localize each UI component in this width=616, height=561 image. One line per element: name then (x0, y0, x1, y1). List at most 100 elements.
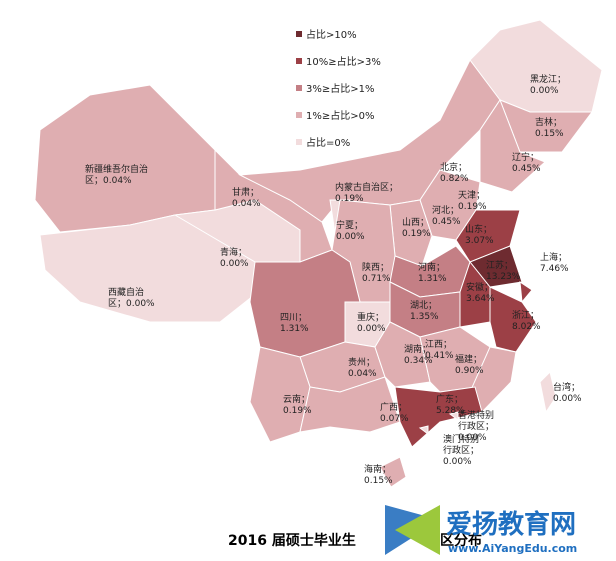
region-label: 0.00% (530, 86, 559, 96)
region-label: 广东； (436, 393, 463, 405)
region-label: 7.46% (540, 264, 569, 274)
region-label: 湖南； (404, 343, 431, 355)
region-label: 甘肃； (232, 186, 259, 198)
legend-swatch (296, 58, 302, 64)
region-label: 1.31% (280, 324, 309, 334)
region-label: 西藏自治 (108, 286, 144, 298)
region-label: 0.41% (425, 351, 454, 361)
region-label: 0.04% (232, 199, 261, 209)
region-label: 区；0.00% (108, 298, 155, 309)
region-label: 行政区； (443, 444, 479, 456)
province (455, 209, 521, 263)
region-label: 行政区； (458, 420, 494, 432)
region-label: 5.28% (436, 406, 465, 416)
region-label: 0.19% (335, 194, 364, 204)
region-label: 江西； (425, 339, 452, 350)
legend-swatch (296, 112, 302, 118)
watermark-url: www.AiYangEdu.com (448, 542, 577, 555)
region-label: 江苏； (486, 259, 513, 271)
region-label: 上海； (540, 251, 567, 263)
region-label: 广西； (380, 401, 407, 413)
region-label: 新疆维吾尔自治 (85, 163, 148, 175)
province (394, 386, 483, 448)
region-label: 0.04% (348, 369, 377, 379)
legend-label: 3%≥占比>1% (306, 82, 375, 95)
legend-swatch (296, 85, 302, 91)
region-label: 13.23% (486, 272, 521, 282)
region-label: 0.00% (443, 457, 472, 467)
region-label: 内蒙古自治区； (335, 181, 398, 193)
province (519, 280, 533, 304)
legend-label: 占比=0% (306, 136, 350, 149)
region-label: 0.15% (364, 476, 393, 486)
province (418, 425, 429, 435)
regions (34, 19, 603, 488)
region-label: 河南； (418, 261, 445, 273)
region-label: 0.15% (535, 129, 564, 139)
province (539, 371, 557, 414)
region-label: 四川； (280, 313, 307, 323)
region-label: 0.45% (512, 164, 541, 174)
region-label: 0.00% (220, 259, 249, 269)
province (448, 411, 459, 421)
region-label: 北京； (440, 161, 467, 173)
province (299, 376, 401, 433)
region-label: 吉林； (535, 116, 562, 128)
province (34, 84, 216, 233)
region-label: 0.19% (458, 202, 487, 212)
region-label: 湖北； (410, 300, 437, 311)
region-label: 0.00% (357, 324, 386, 334)
region-label: 0.19% (402, 229, 431, 239)
province (469, 346, 517, 413)
region-label: 1.31% (418, 274, 447, 284)
region-label: 海南； (364, 463, 391, 475)
province (249, 249, 361, 358)
region-label: 云南； (283, 393, 310, 405)
region-label: 澳门特别 (443, 433, 479, 445)
region-label: 0.00% (553, 394, 582, 404)
region-label: 福建； (455, 353, 482, 365)
province (379, 456, 407, 488)
region-label: 安徽； (466, 281, 493, 293)
region-label: 台湾； (553, 381, 580, 393)
region-label: 0.00% (458, 433, 487, 443)
title: 区分布 (440, 532, 482, 549)
region-label: 山西； (402, 217, 429, 228)
region-label: 0.82% (440, 174, 469, 184)
region-label: 1.35% (410, 312, 439, 322)
region-label: 0.00% (336, 232, 365, 242)
watermark-logo (395, 505, 440, 555)
region-label: 0.07% (380, 414, 409, 424)
region-label: 辽宁； (512, 151, 539, 163)
region-label: 河北； (432, 204, 459, 216)
region-label: 青海； (220, 246, 247, 258)
legend-swatch (296, 31, 302, 37)
region-label: 8.02% (512, 322, 541, 332)
region-label: 山东； (465, 223, 492, 235)
region-label: 浙江； (512, 309, 539, 321)
legend-swatch (296, 139, 302, 145)
region-label: 天津； (458, 190, 485, 201)
region-label: 香港特别 (458, 409, 494, 421)
region-label: 宁夏； (336, 219, 363, 231)
region-label: 贵州； (348, 356, 375, 368)
region-label: 0.90% (455, 366, 484, 376)
region-label: 陕西； (362, 261, 389, 273)
region-label: 3.64% (466, 294, 495, 304)
region-label: 重庆； (357, 311, 384, 323)
legend-label: 1%≥占比>0% (306, 109, 375, 122)
region-label: 0.34% (404, 356, 433, 366)
legend-label: 占比>10% (306, 28, 357, 41)
title: 2016 届硕士毕业生 (228, 532, 356, 549)
labels: 新疆维吾尔自治区；0.04%西藏自治区；0.00%青海；0.00%甘肃；0.04… (85, 73, 582, 486)
province (489, 286, 537, 353)
watermark-name: 爱扬教育网 (446, 509, 576, 540)
region-label: 区；0.04% (85, 175, 132, 186)
region-label: 黑龙江； (530, 73, 566, 85)
region-label: 0.71% (362, 274, 391, 284)
region-label: 0.45% (432, 217, 461, 227)
region-label: 3.07% (465, 236, 494, 246)
region-label: 0.19% (283, 406, 312, 416)
legend-label: 10%≥占比>3% (306, 55, 381, 68)
